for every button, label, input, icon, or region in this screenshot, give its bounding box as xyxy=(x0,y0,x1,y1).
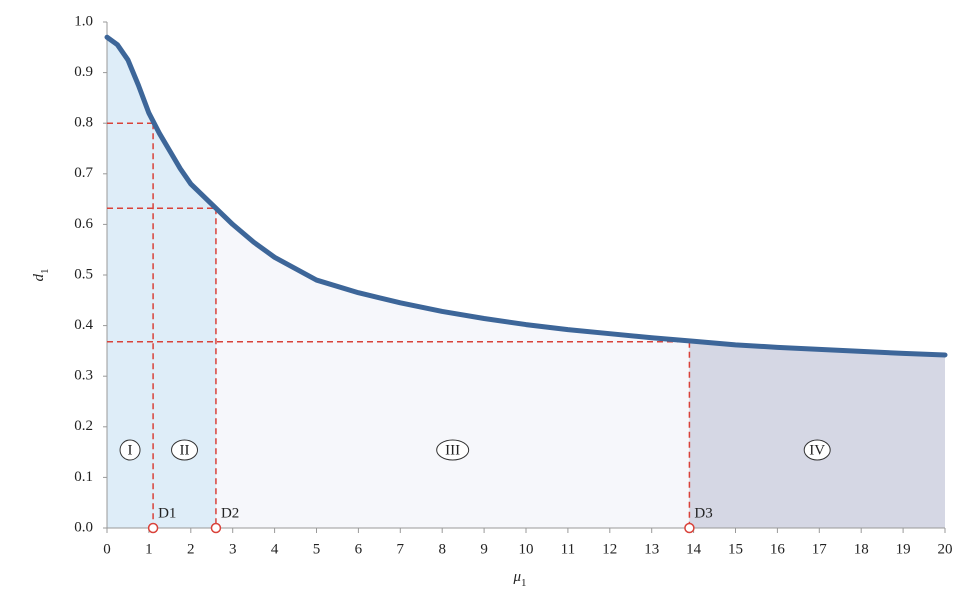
x-tick-label: 1 xyxy=(145,541,153,557)
curve xyxy=(104,34,948,358)
point-marker xyxy=(684,522,695,534)
x-tick-label: 14 xyxy=(686,541,702,557)
x-tick-label: 4 xyxy=(271,541,279,557)
region-label-circle xyxy=(119,439,141,461)
x-tick-label: 20 xyxy=(938,541,953,557)
x-axis-label: μ1 xyxy=(512,569,526,588)
x-label-symbol: μ xyxy=(512,569,521,585)
region-label: III xyxy=(445,442,460,458)
y-label-symbol: d xyxy=(31,274,47,282)
region xyxy=(153,121,216,529)
x-tick-label: 3 xyxy=(229,541,237,557)
point-marker xyxy=(147,522,159,534)
x-tick-label: 19 xyxy=(896,541,911,557)
x-tick-label: 13 xyxy=(644,541,659,557)
y-tick-label: 1.0 xyxy=(74,13,93,29)
x-tick-label: 15 xyxy=(728,541,743,557)
y-tick-label: 0.2 xyxy=(74,418,93,434)
x-tick-label: 8 xyxy=(438,541,446,557)
x-tick-label: 11 xyxy=(561,541,575,557)
region-label-circle xyxy=(436,439,470,461)
point-label: D1 xyxy=(158,505,176,521)
y-tick-label: 0.6 xyxy=(74,216,93,232)
region xyxy=(215,208,690,528)
x-label-subscript: 1 xyxy=(521,577,527,589)
x-tick-label: 5 xyxy=(313,541,321,557)
x-tick-label: 2 xyxy=(187,541,195,557)
y-tick-label: 0.7 xyxy=(74,165,93,181)
x-tick-label: 17 xyxy=(812,541,828,557)
y-tick-label: 0.9 xyxy=(74,64,93,80)
region xyxy=(689,340,945,528)
x-tick-label: 16 xyxy=(770,541,786,557)
point-marker xyxy=(210,522,222,534)
point-label: D2 xyxy=(221,505,239,521)
y-tick-label: 0.4 xyxy=(74,317,93,333)
region xyxy=(107,37,154,529)
region-label: II xyxy=(180,442,190,458)
x-tick-label: 7 xyxy=(397,541,405,557)
region-label-circle xyxy=(171,439,199,461)
region-label: IV xyxy=(809,442,825,458)
y-tick-label: 0.0 xyxy=(74,519,93,535)
y-tick-label: 0.5 xyxy=(74,266,93,282)
x-tick-label: 18 xyxy=(854,541,869,557)
y-label-subscript: 1 xyxy=(39,269,51,275)
y-tick-label: 0.1 xyxy=(74,469,93,485)
x-tick-label: 10 xyxy=(519,541,534,557)
y-axis-label: d1 xyxy=(31,269,50,282)
region-label-circle xyxy=(803,439,831,461)
point-label: D3 xyxy=(694,505,712,521)
x-tick-label: 6 xyxy=(355,541,363,557)
region-label: I xyxy=(128,442,133,458)
x-tick-label: 12 xyxy=(602,541,617,557)
y-tick-label: 0.3 xyxy=(74,368,93,384)
x-tick-label: 9 xyxy=(480,541,488,557)
y-tick-label: 0.8 xyxy=(74,115,93,131)
x-tick-label: 0 xyxy=(103,541,111,557)
